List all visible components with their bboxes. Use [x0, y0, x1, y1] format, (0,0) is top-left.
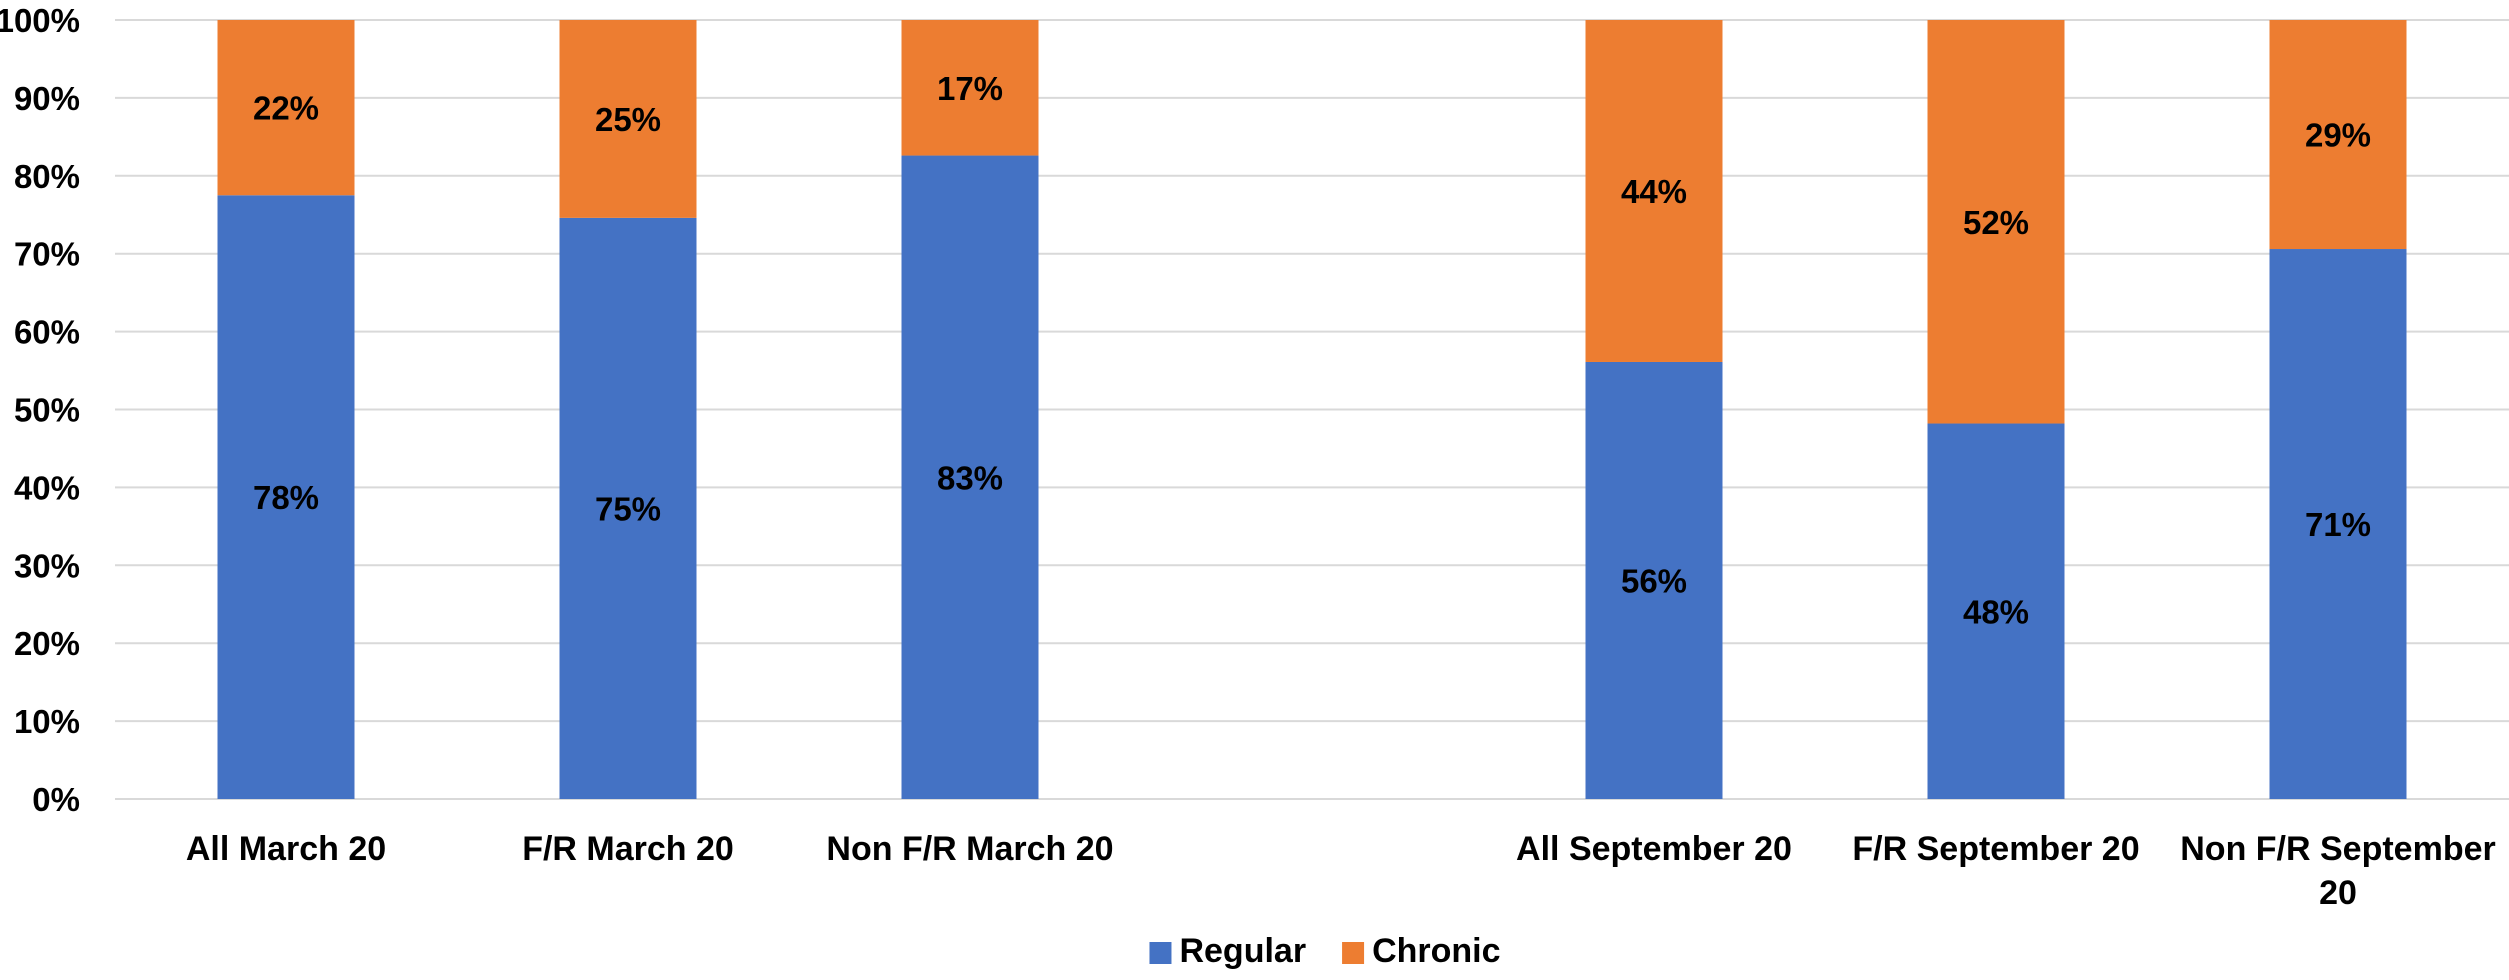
- data-label-chronic: 44%: [1621, 173, 1687, 210]
- legend-swatch: [1342, 942, 1365, 964]
- x-category-label: 20: [2319, 874, 2357, 912]
- y-tick-label: 10%: [14, 703, 80, 740]
- y-tick-label: 100%: [0, 2, 80, 39]
- bar-segment-regular: [217, 195, 355, 799]
- data-label-chronic: 17%: [937, 70, 1003, 107]
- bar-segment-chronic: [1927, 20, 2065, 424]
- y-axis-tick-labels: 0% 10% 20% 30% 40% 50% 60% 70% 80% 90% 100%: [0, 2, 80, 818]
- y-tick-label: 40%: [14, 469, 80, 506]
- bar-segment-regular: [901, 155, 1039, 799]
- y-tick-label: 50%: [14, 392, 80, 429]
- legend-swatch: [1149, 942, 1172, 964]
- x-category-label: F/R March 20: [522, 830, 734, 868]
- legend-label: Regular: [1179, 932, 1306, 970]
- bar-segment-chronic: [559, 20, 697, 218]
- y-tick-label: 60%: [14, 314, 80, 351]
- x-category-label: F/R September 20: [1852, 830, 2139, 868]
- legend-item-chronic: Chronic: [1342, 932, 1501, 970]
- x-category-label: Non F/R March 20: [826, 830, 1113, 868]
- data-label-chronic: 29%: [2305, 117, 2371, 154]
- y-tick-label: 0%: [32, 781, 80, 818]
- y-tick-label: 80%: [14, 158, 80, 195]
- gridlines: [115, 19, 2509, 800]
- x-category-label: All September 20: [1516, 830, 1792, 868]
- bar-segment-chronic: [901, 20, 1039, 156]
- data-label-regular: 75%: [595, 490, 661, 527]
- legend-item-regular: Regular: [1149, 932, 1306, 970]
- data-label-regular: 78%: [253, 479, 319, 516]
- bar-segment-regular: [1927, 423, 2065, 799]
- y-tick-label: 20%: [14, 625, 80, 662]
- bar-segment-chronic: [2269, 20, 2407, 250]
- y-tick-label: 70%: [14, 236, 80, 273]
- data-label-chronic: 22%: [253, 90, 319, 127]
- bar-segment-regular: [2269, 249, 2407, 799]
- x-category-label: All March 20: [186, 830, 386, 868]
- data-label-chronic: 52%: [1963, 204, 2029, 241]
- bar-segment-chronic: [217, 20, 355, 196]
- x-category-label: Non F/R September: [2180, 830, 2495, 868]
- data-label-chronic: 25%: [595, 101, 661, 138]
- bar-segment-regular: [1585, 361, 1723, 799]
- bars: [217, 20, 2407, 800]
- legend-label: Chronic: [1372, 932, 1500, 970]
- x-axis-category-labels: All March 20 F/R March 20 Non F/R March 20…: [186, 830, 2496, 912]
- data-label-regular: 83%: [937, 459, 1003, 496]
- data-labels: 78% 22% 75% 25% 83% 17% 56% 44% 48% 52% 71% 29%: [253, 70, 2371, 630]
- data-label-regular: 48%: [1963, 593, 2029, 630]
- y-tick-label: 30%: [14, 547, 80, 584]
- bar-segment-regular: [559, 217, 697, 800]
- data-label-regular: 71%: [2305, 506, 2371, 543]
- bar-segment-chronic: [1585, 20, 1723, 362]
- legend: Regular Chronic: [1149, 932, 1501, 970]
- y-tick-label: 90%: [14, 80, 80, 117]
- data-label-regular: 56%: [1621, 562, 1687, 599]
